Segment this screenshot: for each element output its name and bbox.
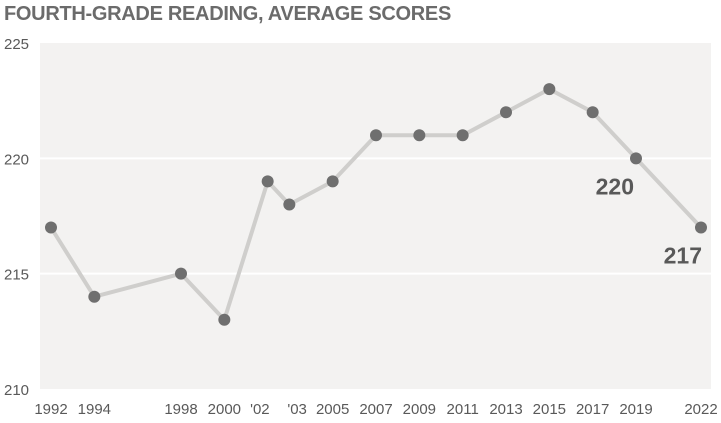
data-points bbox=[45, 83, 707, 326]
y-axis-ticks: 210 215 220 225 bbox=[4, 36, 29, 399]
x-tick-label: 2000 bbox=[208, 401, 241, 418]
data-point-2005 bbox=[326, 175, 339, 188]
data-point-2007 bbox=[370, 129, 382, 142]
gridlines bbox=[40, 157, 711, 275]
plot-background bbox=[40, 43, 711, 389]
x-tick-label: 2015 bbox=[533, 401, 566, 418]
annotations: 220 217 bbox=[596, 173, 702, 268]
y-tick-label: 215 bbox=[4, 267, 29, 284]
data-point-2013 bbox=[500, 106, 512, 119]
data-point-1994 bbox=[88, 290, 101, 303]
x-tick-label: 2005 bbox=[316, 401, 349, 418]
data-point-2015 bbox=[543, 83, 556, 96]
chart-title: FOURTH-GRADE READING, AVERAGE SCORES bbox=[4, 3, 452, 25]
x-axis-ticks: 1992 1994 1998 2000 '02 '03 2005 2007 2009 2011 20… bbox=[34, 401, 717, 418]
x-tick-label: 1992 bbox=[34, 401, 67, 418]
x-tick-label: 1998 bbox=[164, 401, 197, 418]
y-tick-label: 220 bbox=[4, 151, 29, 168]
data-point-2022 bbox=[695, 221, 707, 234]
data-point-2000 bbox=[218, 313, 231, 326]
data-point-02 bbox=[261, 175, 274, 188]
x-tick-label: 1994 bbox=[78, 401, 111, 418]
x-tick-label: 2011 bbox=[447, 401, 479, 418]
data-point-2011 bbox=[456, 129, 469, 142]
annotation-label: 220 bbox=[596, 173, 634, 199]
data-point-1998 bbox=[175, 267, 187, 280]
x-tick-label: 2022 bbox=[684, 401, 717, 418]
y-tick-label: 225 bbox=[4, 36, 29, 53]
y-tick-label: 210 bbox=[4, 382, 29, 399]
x-tick-label: '03 bbox=[287, 401, 307, 418]
data-point-1992 bbox=[45, 221, 57, 234]
x-tick-label: 2017 bbox=[576, 401, 609, 418]
x-tick-label: 2019 bbox=[619, 401, 652, 418]
x-tick-label: '02 bbox=[250, 401, 270, 418]
x-tick-label: 2007 bbox=[359, 401, 392, 418]
x-tick-label: 2009 bbox=[403, 401, 436, 418]
annotation-label: 217 bbox=[664, 243, 702, 269]
data-point-2009 bbox=[413, 129, 426, 142]
data-point-2017 bbox=[586, 106, 599, 119]
x-tick-label: 2013 bbox=[489, 401, 522, 418]
data-point-2019 bbox=[630, 152, 642, 165]
data-point-03 bbox=[283, 198, 296, 211]
